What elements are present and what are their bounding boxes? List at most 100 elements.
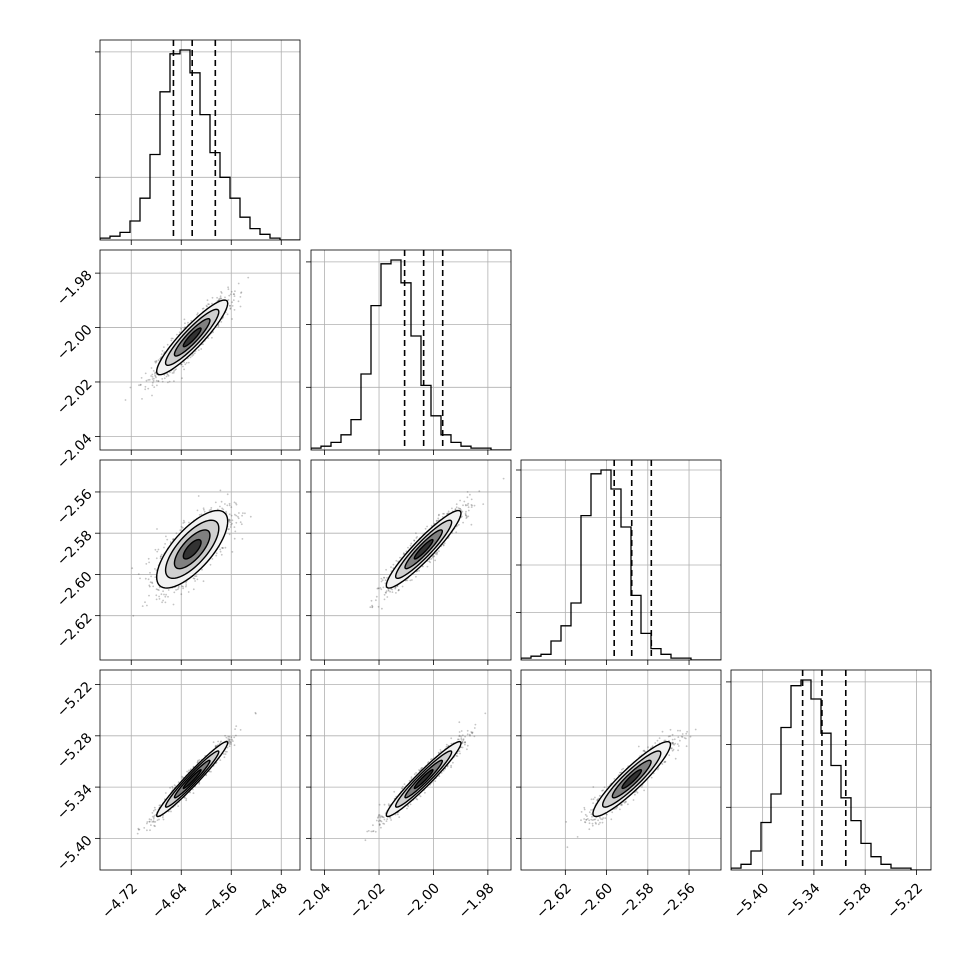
sample-point (234, 513, 236, 516)
sample-point (192, 577, 195, 580)
sample-point (154, 360, 156, 363)
sample-point (147, 387, 150, 390)
sample-point (380, 577, 383, 580)
sample-point (208, 509, 211, 512)
sample-point (465, 517, 468, 519)
sample-point (170, 339, 173, 342)
histogram-step-0 (100, 49, 300, 240)
sample-point (387, 588, 390, 591)
sample-point (149, 581, 152, 584)
sample-point (151, 376, 154, 378)
sample-point (230, 506, 233, 508)
sample-point (467, 509, 470, 512)
sample-point (161, 350, 164, 352)
sample-point (384, 591, 387, 594)
sample-point (155, 360, 158, 363)
sample-point (430, 557, 433, 560)
sample-point (467, 502, 470, 505)
sample-point (221, 547, 223, 549)
sample-point (181, 775, 184, 778)
sample-point (457, 523, 460, 526)
sample-point (394, 586, 397, 589)
sample-point (184, 363, 187, 366)
sample-point (426, 565, 429, 568)
sample-point (151, 373, 154, 376)
sample-point (154, 808, 157, 811)
sample-point (459, 507, 461, 510)
sample-point (153, 806, 156, 809)
sample-point (161, 378, 164, 380)
sample-point (237, 515, 239, 518)
sample-point (395, 592, 397, 594)
sample-point (164, 543, 166, 545)
sample-point (148, 820, 151, 823)
sample-point (152, 809, 155, 812)
histogram-panel-1 (306, 249, 512, 455)
sample-point (181, 526, 184, 529)
sample-point (220, 500, 223, 503)
sample-point (219, 505, 221, 508)
sample-point (164, 595, 167, 598)
sample-point (466, 491, 469, 493)
sample-point (159, 555, 162, 558)
sample-point (196, 578, 199, 581)
sample-point (151, 581, 153, 584)
sample-point (173, 380, 175, 382)
sample-point (233, 293, 236, 296)
sample-point (193, 577, 196, 580)
sample-point (383, 576, 386, 579)
sample-point (237, 300, 240, 303)
sample-point (161, 380, 164, 383)
sample-point (386, 596, 389, 598)
sample-point (228, 513, 231, 516)
sample-point (231, 519, 234, 522)
sample-point (383, 598, 386, 601)
sample-point (391, 588, 394, 591)
sample-point (180, 363, 183, 366)
sample-point (436, 519, 438, 522)
sample-point (147, 379, 150, 381)
sample-point (399, 556, 401, 559)
sample-point (398, 589, 400, 591)
sample-point (224, 503, 226, 505)
sample-point (141, 398, 143, 400)
sample-point (166, 343, 169, 346)
sample-point (464, 504, 467, 506)
sample-point (249, 515, 252, 518)
sample-point (155, 598, 158, 601)
sample-point (215, 744, 218, 747)
sample-point (154, 372, 156, 375)
sample-point (219, 295, 222, 298)
sample-point (435, 552, 438, 554)
sample-point (144, 577, 147, 580)
sample-point (375, 595, 378, 598)
sample-point (210, 507, 213, 509)
sample-point (150, 575, 152, 578)
sample-point (228, 740, 231, 743)
sample-point (183, 796, 186, 799)
sample-point (151, 815, 154, 818)
sample-point (380, 580, 383, 583)
sample-point (154, 825, 156, 828)
sample-point (461, 515, 463, 518)
sample-point (177, 587, 180, 589)
sample-point (471, 504, 473, 507)
sample-point (376, 587, 379, 590)
sample-point (461, 510, 464, 513)
sample-point (148, 818, 151, 821)
corner-panels: −2.04−2.02−2.00−1.98−2.62−2.60−2.58−2.56… (54, 39, 932, 922)
sample-point (141, 605, 144, 607)
sample-point (220, 321, 223, 323)
sample-point (151, 378, 154, 380)
sample-point (148, 378, 151, 381)
sample-point (389, 590, 391, 593)
sample-point (385, 568, 387, 571)
sample-point (235, 502, 237, 505)
sample-point (210, 508, 212, 511)
sample-point (162, 590, 164, 593)
sample-point (207, 303, 209, 305)
sample-point (149, 829, 151, 832)
sample-point (241, 538, 244, 540)
sample-point (173, 591, 176, 594)
sample-point (208, 303, 210, 306)
